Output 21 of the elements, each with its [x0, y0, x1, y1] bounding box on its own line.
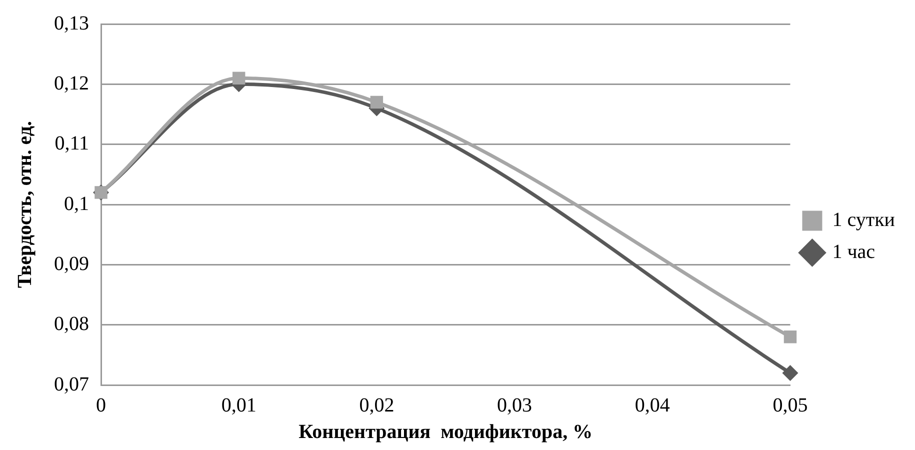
legend-label: 1 сутки — [832, 208, 896, 231]
x-tick-label: 0,02 — [359, 394, 394, 416]
point — [782, 364, 798, 381]
y-axis-title: Твердость, отн. ед. — [14, 120, 36, 288]
point — [232, 72, 246, 85]
x-axis-title: Концентрация модификтора, % — [298, 421, 593, 444]
y-tick-label: 0,08 — [54, 313, 89, 336]
y-tick-label: 0,12 — [54, 72, 89, 94]
x-tick-label: 0,03 — [497, 394, 532, 416]
point — [370, 96, 384, 109]
y-tick-label: 0,11 — [54, 132, 89, 155]
x-tick-label: 0,05 — [772, 394, 808, 416]
x-tick-label: 0,01 — [221, 394, 256, 416]
y-tick-label: 0,13 — [54, 12, 89, 34]
x-tick-label: 0,04 — [634, 394, 670, 416]
y-tick-label: 0,07 — [54, 373, 89, 396]
legend-label: 1 час — [832, 240, 876, 263]
point — [784, 330, 797, 344]
y-tick-label: 0,09 — [54, 252, 89, 275]
x-tick-label: 0 — [96, 394, 106, 416]
y-tick-label: 0,1 — [64, 192, 89, 215]
